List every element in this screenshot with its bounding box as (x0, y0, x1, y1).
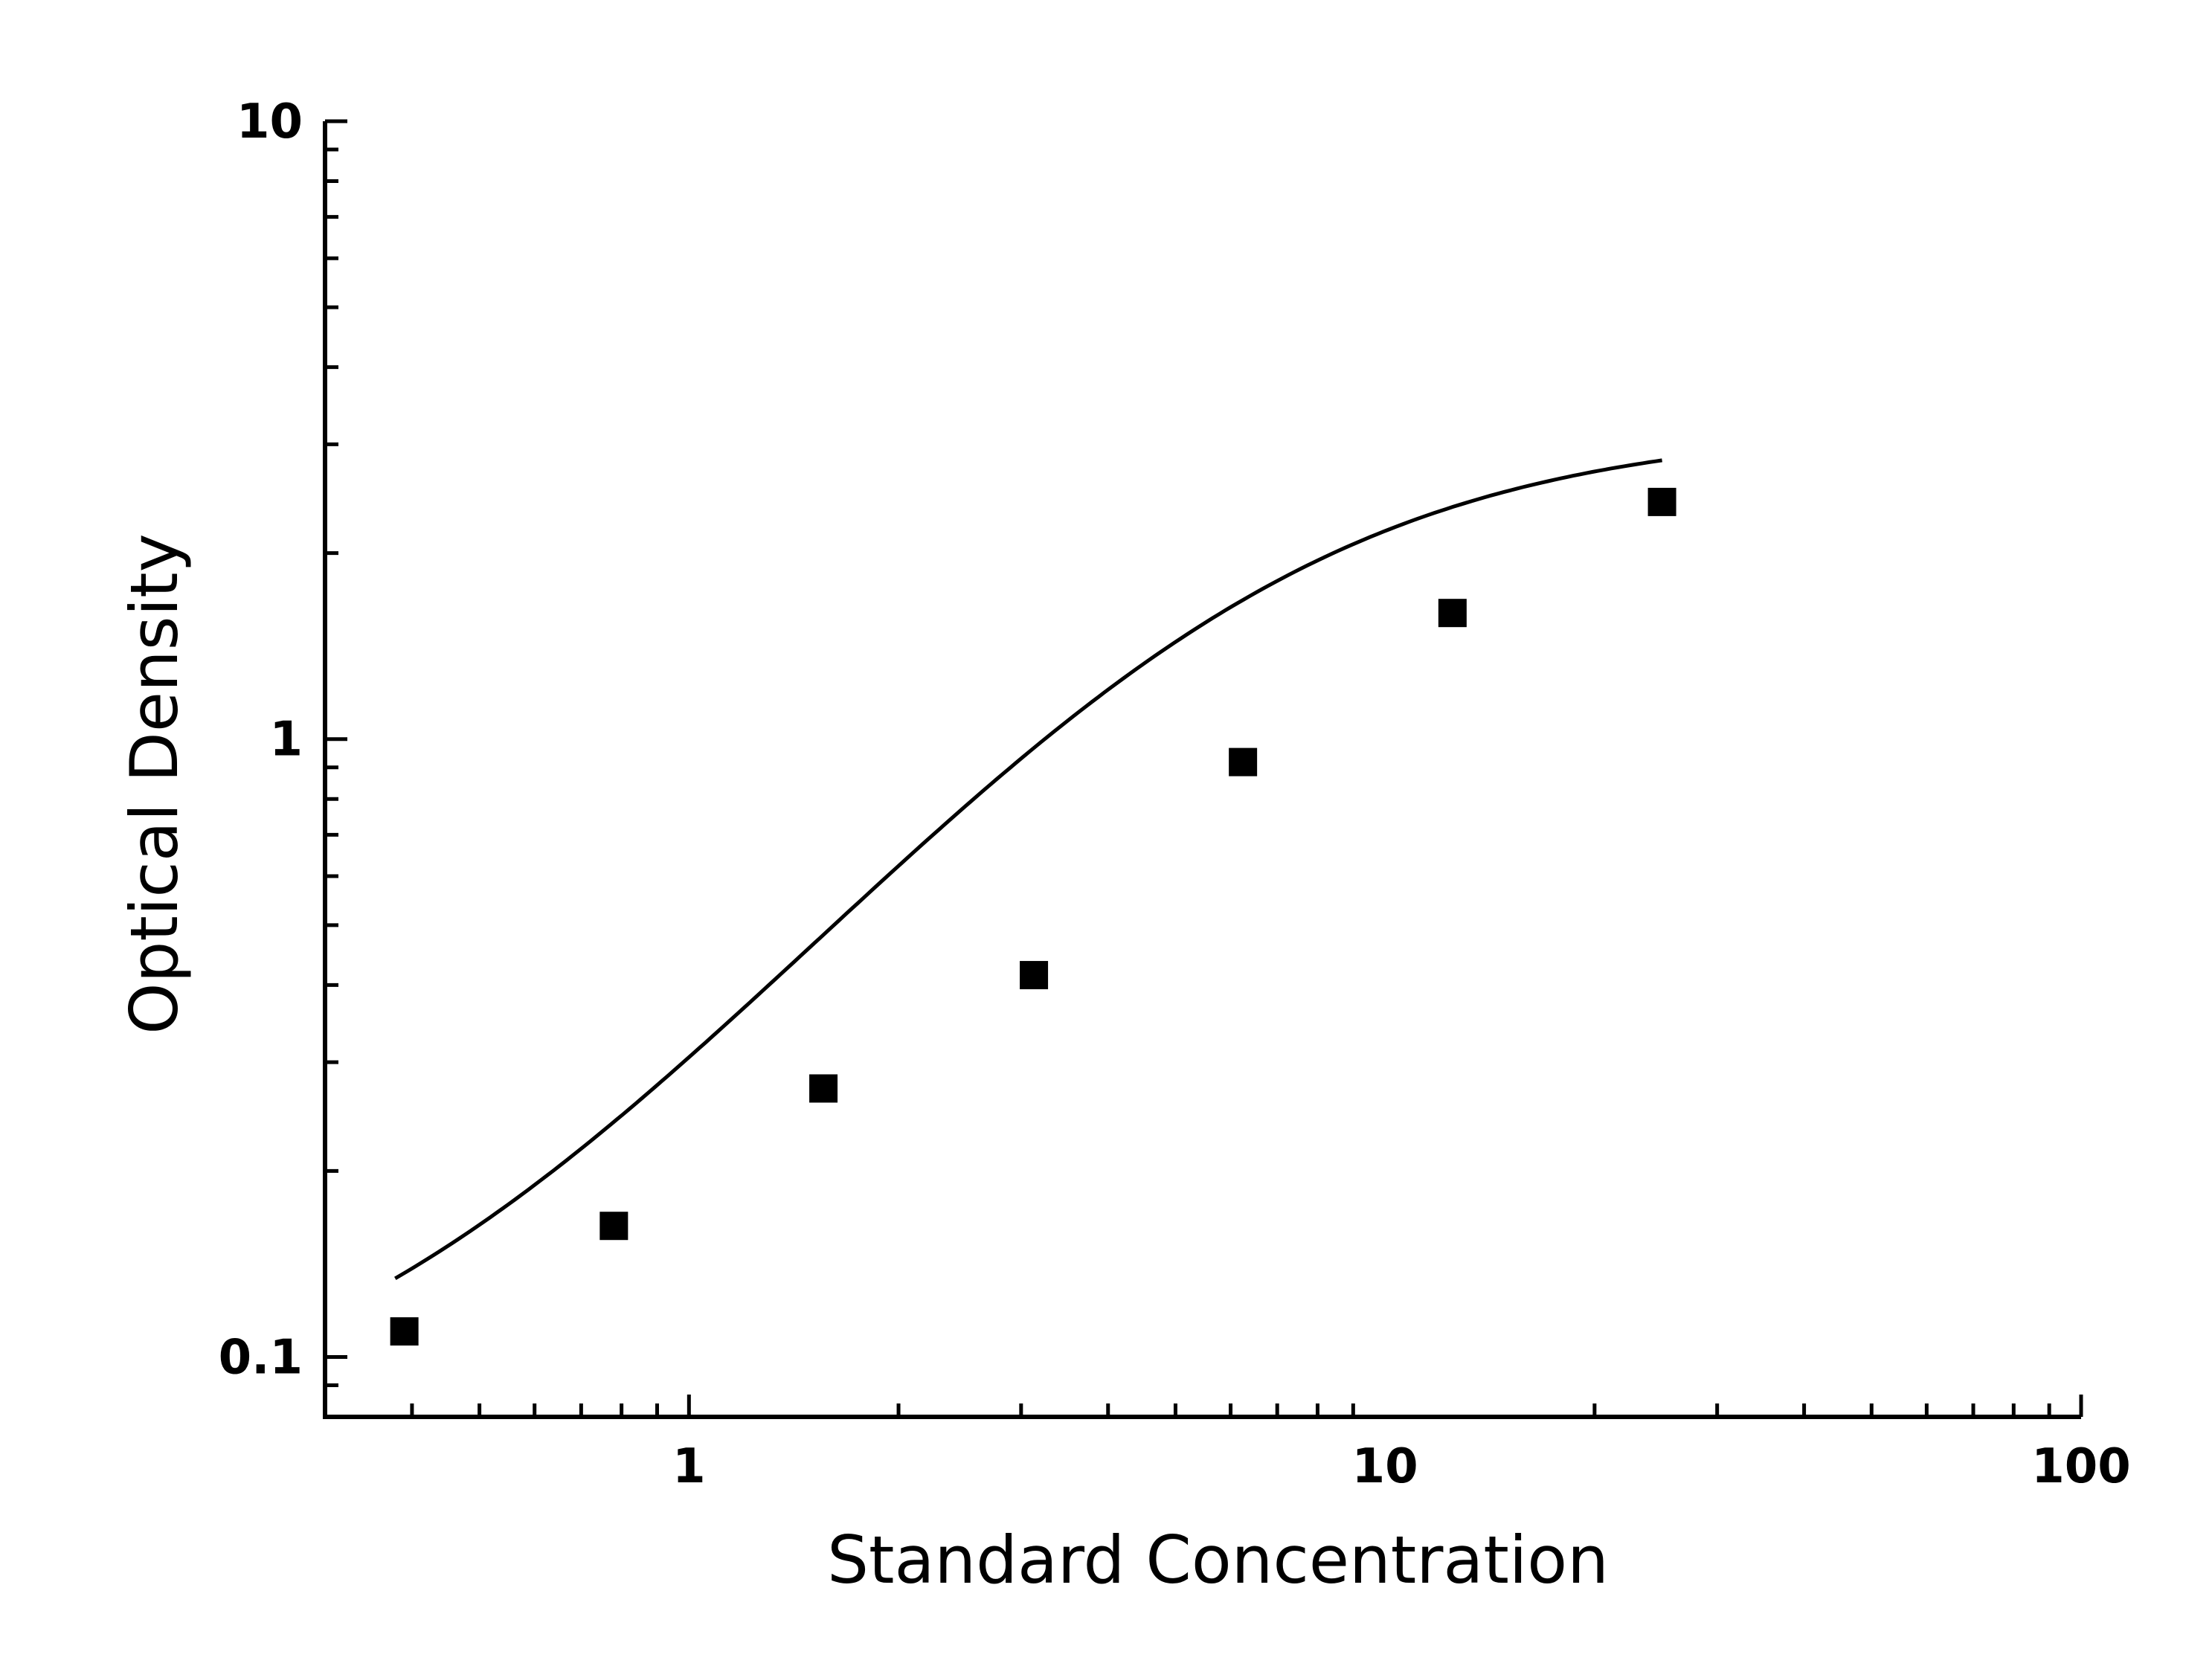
ticks-layer (323, 119, 2083, 1419)
tick-labels: 1 10 100 0.1 1 10 (219, 94, 2131, 1494)
data-point (1020, 961, 1049, 990)
data-point (1229, 747, 1258, 776)
data-point (599, 1212, 628, 1241)
x-tick-label: 10 (1352, 1439, 1418, 1494)
y-tick-label: 0.1 (219, 1330, 303, 1385)
data-points (390, 487, 1676, 1346)
y-tick-label: 10 (237, 94, 303, 149)
x-tick-label: 100 (2031, 1439, 2131, 1494)
fit-curve (394, 458, 1662, 1281)
data-point (390, 1317, 419, 1346)
data-point (809, 1074, 838, 1103)
y-tick-label: 1 (269, 713, 303, 768)
data-point (1438, 599, 1467, 628)
data-point (1647, 487, 1676, 516)
y-axis-title: Optical Density (116, 533, 193, 1034)
x-axis-title: Standard Concentration (827, 1522, 1609, 1598)
x-tick-label: 1 (672, 1439, 706, 1494)
